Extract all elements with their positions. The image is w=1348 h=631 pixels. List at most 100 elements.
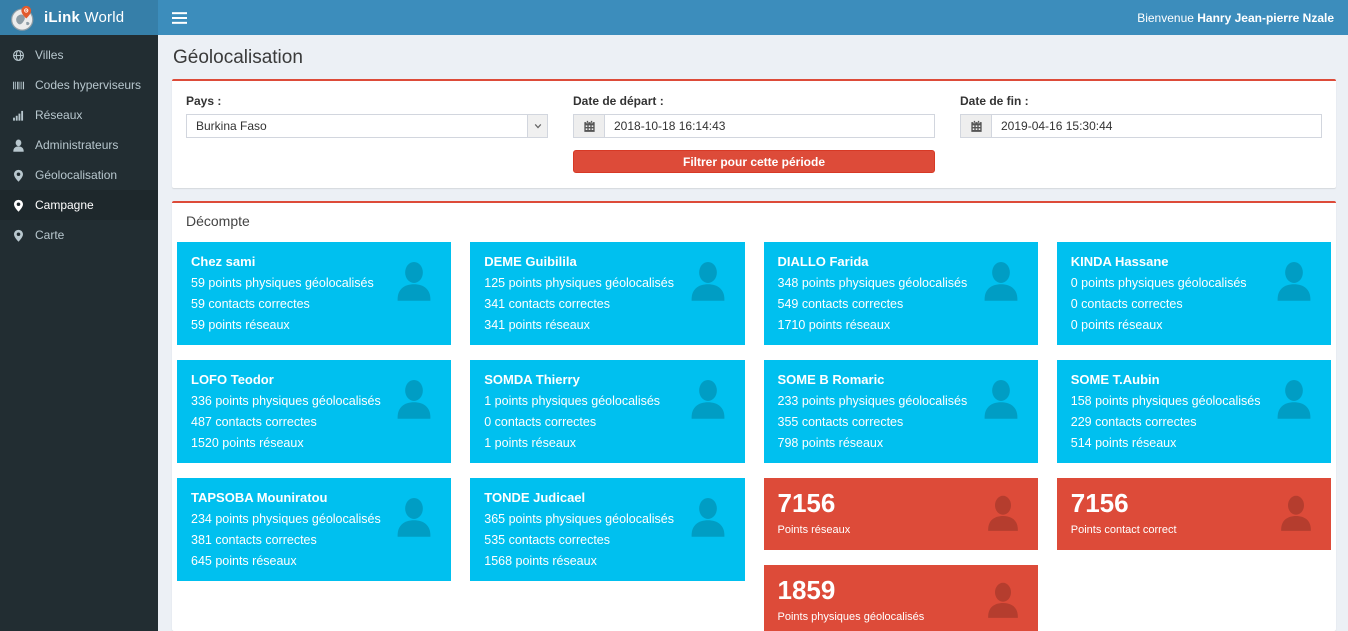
filter-period-button[interactable]: Filtrer pour cette période [573, 150, 935, 173]
agent-stat: 341 contacts correctes [484, 297, 611, 311]
agent-stat: 336 points physiques géolocalisés [191, 394, 381, 408]
agent-card-some-b-romaric: SOME B Romaric 233 points physiques géol… [763, 360, 1038, 463]
agent-stat: 1520 points réseaux [191, 436, 304, 450]
filter-panel: Pays : Burkina Faso Date de départ : Fi [172, 79, 1336, 188]
agent-stat: 1710 points réseaux [777, 318, 891, 332]
agent-stat: 645 points réseaux [191, 554, 297, 568]
agent-card-diallo-farida: DIALLO Farida 348 points physiques géolo… [763, 242, 1038, 345]
agent-stat: 59 points physiques géolocalisés [191, 276, 374, 290]
globe-pin-icon: 0 [11, 5, 34, 31]
sidebar-item-administrateurs[interactable]: Administrateurs [0, 130, 158, 160]
date-end-field-group: Date de fin : [960, 94, 1322, 173]
decompte-panel: Décompte Chez sami 59 points physiques g… [172, 201, 1336, 631]
total-value: 7156 [1070, 488, 1129, 518]
agent-name: SOME T.Aubin [1070, 372, 1160, 387]
user-icon [687, 372, 729, 426]
agent-stat: 549 contacts correctes [777, 297, 904, 311]
agent-stat: 1 points physiques géolocalisés [484, 394, 661, 408]
sidebar-item-label: Codes hyperviseurs [35, 78, 142, 92]
calendar-icon [960, 114, 991, 138]
user-icon [1277, 488, 1315, 538]
agent-stat: 348 points physiques géolocalisés [777, 276, 968, 290]
date-end-label: Date de fin : [960, 94, 1029, 108]
sidebar-item-villes[interactable]: Villes [0, 40, 158, 70]
sidebar-item-geolocalisation[interactable]: Géolocalisation [0, 160, 158, 190]
total-value: 7156 [777, 488, 836, 518]
cards-column-1: Chez sami 59 points physiques géolocalis… [177, 242, 452, 631]
agent-stat: 0 contacts correctes [484, 415, 597, 429]
sidebar-item-carte[interactable]: Carte [0, 220, 158, 250]
total-label: Points réseaux [777, 524, 851, 536]
svg-text:0: 0 [25, 8, 28, 13]
agent-card-somda-thierry: SOMDA Thierry 1 points physiques géoloca… [470, 360, 745, 463]
agent-name: TAPSOBA Mouniratou [191, 490, 328, 505]
agent-stat: 0 contacts correctes [1070, 297, 1183, 311]
user-icon [984, 488, 1022, 538]
country-label: Pays : [186, 94, 222, 108]
date-start-input[interactable] [604, 114, 935, 138]
barcode-icon [12, 79, 25, 92]
user-icon [393, 254, 435, 308]
agent-card-kinda-hassane: KINDA Hassane 0 points physiques géoloca… [1056, 242, 1331, 345]
agent-name: Chez sami [191, 254, 256, 269]
sidebar-item-label: Carte [35, 228, 65, 242]
agent-stat: 798 points réseaux [777, 436, 884, 450]
agent-card-lofo-teodor: LOFO Teodor 336 points physiques géoloca… [177, 360, 452, 463]
sidebar-item-label: Réseaux [35, 108, 83, 122]
agent-stat: 1 points réseaux [484, 436, 576, 450]
calendar-icon [573, 114, 604, 138]
date-start-field-group: Date de départ : Filtrer pour cette péri… [573, 94, 935, 173]
sidebar-toggle-button[interactable] [158, 0, 200, 35]
agent-name: DEME Guibilila [484, 254, 577, 269]
sidebar-item-label: Campagne [35, 198, 94, 212]
user-icon [1273, 372, 1315, 426]
map-marker-icon [12, 229, 25, 242]
country-select[interactable]: Burkina Faso [186, 114, 548, 138]
top-navbar: Bienvenue Hanry Jean-pierre Nzale [158, 0, 1348, 35]
total-card-points-contact: 7156 Points contact correct [1056, 478, 1331, 550]
date-start-label: Date de départ : [573, 94, 664, 108]
total-card-points-reseaux: 7156 Points réseaux [763, 478, 1038, 550]
user-icon [687, 490, 729, 544]
cards-column-4: KINDA Hassane 0 points physiques géoloca… [1056, 242, 1331, 631]
sidebar-item-label: Géolocalisation [35, 168, 118, 182]
agent-stat: 59 points réseaux [191, 318, 290, 332]
date-end-input[interactable] [991, 114, 1322, 138]
agent-stat: 381 contacts correctes [191, 533, 317, 547]
total-label: Points contact correct [1070, 524, 1177, 536]
user-icon [980, 254, 1022, 308]
sidebar-item-label: Villes [35, 48, 64, 62]
cards-column-3: DIALLO Farida 348 points physiques géolo… [763, 242, 1038, 631]
agent-stat: 341 points réseaux [484, 318, 590, 332]
agent-stat: 1568 points réseaux [484, 554, 597, 568]
page-title: Géolocalisation [173, 47, 303, 68]
brand-logo[interactable]: 0 iLink World [0, 0, 158, 35]
country-select-value: Burkina Faso [196, 119, 267, 133]
agent-stat: 59 contacts correctes [191, 297, 310, 311]
agent-stat: 233 points physiques géolocalisés [777, 394, 968, 408]
agent-stat: 234 points physiques géolocalisés [191, 512, 381, 526]
welcome-message: Bienvenue Hanry Jean-pierre Nzale [1137, 10, 1334, 25]
total-label: Points physiques géolocalisés [777, 611, 925, 623]
user-icon [393, 490, 435, 544]
agent-name: LOFO Teodor [191, 372, 274, 387]
country-field-group: Pays : Burkina Faso [186, 94, 548, 173]
sidebar: 0 iLink World Villes Codes hyperviseurs … [0, 0, 158, 631]
decompte-title: Décompte [186, 213, 250, 229]
hamburger-icon [172, 12, 187, 24]
map-marker-icon [12, 199, 25, 212]
agent-stat: 514 points réseaux [1070, 436, 1177, 450]
user-icon [12, 139, 25, 152]
sidebar-item-codes-hyperviseurs[interactable]: Codes hyperviseurs [0, 70, 158, 100]
brand-name: iLink World [44, 9, 125, 26]
sidebar-item-campagne[interactable]: Campagne [0, 190, 158, 220]
total-value: 1859 [777, 575, 836, 605]
user-name: Hanry Jean-pierre Nzale [1197, 10, 1334, 25]
chevron-down-icon [527, 115, 547, 137]
agent-stat: 125 points physiques géolocalisés [484, 276, 674, 290]
agent-card-chez-sami: Chez sami 59 points physiques géolocalis… [177, 242, 452, 345]
sidebar-item-reseaux[interactable]: Réseaux [0, 100, 158, 130]
page-content: Géolocalisation Pays : Burkina Faso Date… [158, 35, 1348, 631]
user-icon [1273, 254, 1315, 308]
agent-stat: 355 contacts correctes [777, 415, 904, 429]
